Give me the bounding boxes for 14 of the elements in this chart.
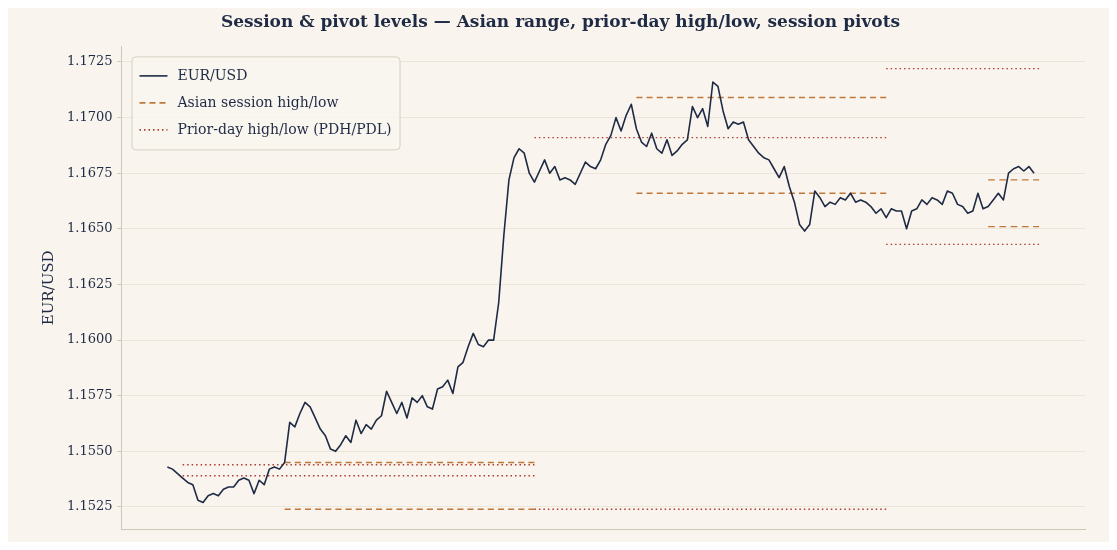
chart-title: Session & pivot levels — Asian range, prior-day high/low, session pivots	[220, 10, 901, 31]
y-axis-title: EUR/USD	[38, 250, 57, 326]
y-tick-label: 1.1525	[66, 498, 113, 514]
y-tick-label: 1.1600	[66, 331, 113, 347]
y-tick-label: 1.1675	[66, 164, 113, 180]
y-tick-label: 1.1650	[66, 220, 113, 236]
legend-label: EUR/USD	[177, 66, 248, 83]
legend-label: Asian session high/low	[176, 93, 339, 110]
y-tick-label: 1.1700	[66, 108, 113, 124]
y-tick-label: 1.1575	[66, 387, 113, 403]
y-tick-label: 1.1550	[66, 442, 113, 458]
y-tick-label: 1.1625	[66, 275, 113, 291]
y-tick-label: 1.1725	[66, 53, 113, 69]
legend-label: Prior-day high/low (PDH/PDL)	[177, 120, 392, 137]
